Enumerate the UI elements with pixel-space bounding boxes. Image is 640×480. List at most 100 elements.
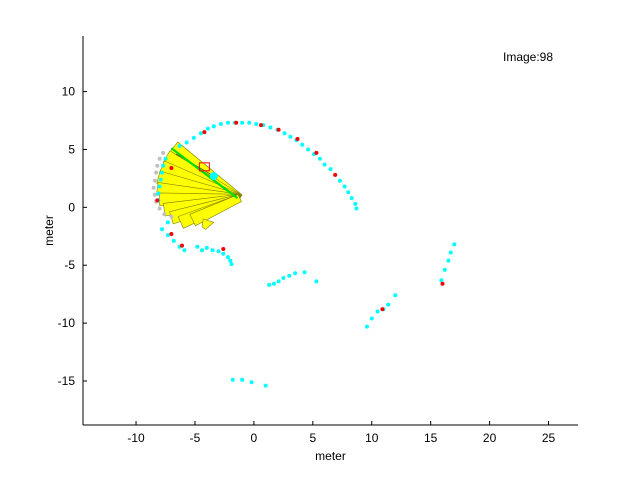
cyan-point [302, 270, 307, 275]
gray-point [152, 178, 157, 183]
cyan-point [221, 251, 226, 256]
cyan-point [287, 273, 292, 278]
gray-point [151, 185, 156, 190]
footprint-polygon [189, 194, 242, 227]
image-annotation: Image:98 [503, 50, 553, 64]
x-tick-label: 5 [309, 431, 316, 445]
cyan-point [354, 206, 359, 211]
x-tick-label: 15 [424, 431, 438, 445]
cyan-point [365, 324, 369, 329]
cyan-point [198, 131, 203, 136]
tick-labels: -10 -5 0 5 10 15 20 25 -15 -10 -5 0 5 10 [58, 85, 556, 445]
cyan-point [254, 122, 259, 126]
cyan-point [240, 120, 245, 125]
x-tick-label: 0 [251, 431, 258, 445]
red-point [259, 123, 263, 128]
y-tick-label: 5 [68, 142, 75, 156]
cyan-point [328, 167, 333, 172]
cyan-point [195, 244, 200, 249]
cyan-point [375, 309, 380, 314]
cyan-point [158, 177, 163, 182]
cyan-point [204, 245, 209, 250]
cyan-point [165, 233, 170, 238]
x-tick-label: 25 [542, 431, 556, 445]
cyan-point [211, 124, 216, 129]
cyan-point [171, 238, 176, 243]
cyan-point [263, 383, 268, 388]
gray-point [162, 212, 167, 217]
cyan-point [182, 248, 187, 253]
red-point [276, 127, 281, 132]
cyan-point [386, 302, 391, 307]
cyan-point [322, 162, 327, 167]
gray-point [157, 206, 162, 211]
x-axis-label: meter [315, 449, 346, 463]
red-point [155, 198, 160, 203]
gray-point [157, 156, 162, 161]
footprint-polygon [201, 218, 215, 230]
red-point [440, 281, 445, 286]
red-point [169, 232, 174, 236]
x-tick-label: 10 [365, 431, 379, 445]
cyan-point [306, 147, 311, 152]
red-point [333, 172, 338, 177]
cyan-point [228, 258, 233, 263]
data-points [151, 120, 457, 388]
cyan-point [342, 184, 347, 189]
cyan-point [446, 258, 451, 263]
cyan-point [216, 249, 221, 254]
axes [82, 36, 578, 426]
x-tick-label: -10 [127, 431, 145, 445]
red-point [380, 307, 385, 312]
cyan-point [337, 178, 342, 183]
cyan-point [448, 250, 453, 255]
gray-point [161, 150, 166, 155]
cyan-point [369, 316, 374, 321]
cyan-point [267, 282, 272, 287]
red-point [221, 247, 226, 251]
cyan-point [165, 220, 170, 225]
red-point [202, 130, 207, 135]
cyan-point [218, 122, 223, 126]
cyan-point [268, 125, 273, 130]
cyan-point [439, 278, 444, 283]
y-tick-label: 0 [68, 200, 75, 214]
cyan-point [229, 262, 234, 267]
y-tick-label: -5 [64, 258, 75, 272]
gray-point [155, 163, 160, 168]
red-point [180, 243, 184, 248]
cyan-point [247, 120, 252, 125]
y-axis-label: meter [42, 215, 56, 246]
cyan-point [184, 140, 189, 145]
red-point [169, 166, 174, 170]
cyan-point [200, 248, 204, 253]
x-tick-label: -5 [190, 431, 201, 445]
cyan-point [156, 191, 161, 196]
cyan-point [452, 242, 457, 247]
cyan-point [230, 377, 235, 382]
cyan-point [160, 170, 164, 175]
cyan-point [281, 276, 286, 280]
cyan-point [160, 227, 164, 232]
cyan-point [300, 142, 305, 147]
vehicle-overlay [156, 141, 243, 230]
heading-line [170, 147, 239, 199]
vehicle-marker [209, 172, 218, 181]
cyan-point [317, 156, 322, 161]
y-tick-label: 10 [62, 85, 76, 99]
cyan-point [349, 196, 354, 201]
gray-point [152, 192, 157, 197]
vehicle-box [198, 162, 210, 172]
cyan-point [271, 281, 276, 286]
cyan-point [177, 144, 182, 148]
cyan-point [282, 131, 287, 136]
cyan-point [157, 184, 162, 189]
cyan-point [346, 190, 351, 195]
gray-point [169, 214, 174, 219]
cyan-point [205, 126, 210, 131]
red-point [314, 150, 319, 155]
cyan-point [161, 163, 166, 168]
gray-point [154, 170, 159, 175]
cyan-point [276, 279, 281, 284]
